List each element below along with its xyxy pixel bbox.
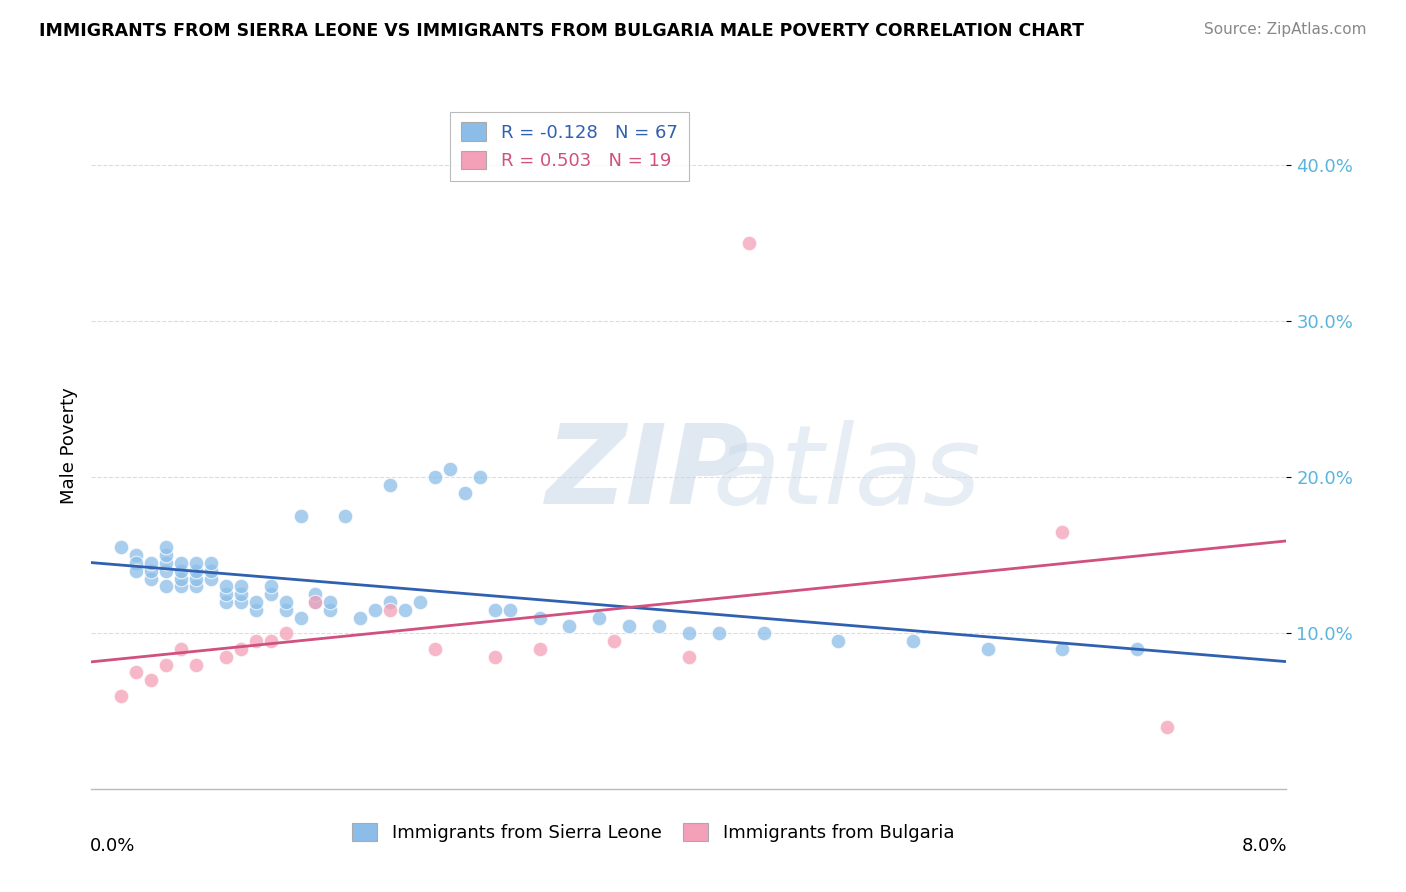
- Text: atlas: atlas: [713, 420, 981, 527]
- Point: [229, 580, 252, 594]
- Point: [155, 541, 177, 555]
- Point: [349, 610, 371, 624]
- Point: [498, 603, 520, 617]
- Text: 8.0%: 8.0%: [1241, 838, 1288, 855]
- Point: [245, 634, 267, 648]
- Point: [125, 548, 148, 563]
- Point: [200, 564, 222, 578]
- Point: [170, 642, 193, 657]
- Point: [827, 634, 849, 648]
- Point: [170, 580, 193, 594]
- Point: [976, 642, 998, 657]
- Point: [290, 509, 312, 524]
- Point: [707, 626, 730, 640]
- Y-axis label: Male Poverty: Male Poverty: [59, 388, 77, 504]
- Point: [184, 556, 207, 570]
- Point: [1126, 642, 1149, 657]
- Point: [394, 603, 416, 617]
- Point: [274, 626, 297, 640]
- Point: [274, 603, 297, 617]
- Point: [1156, 720, 1178, 734]
- Point: [155, 548, 177, 563]
- Legend: Immigrants from Sierra Leone, Immigrants from Bulgaria: Immigrants from Sierra Leone, Immigrants…: [344, 815, 962, 849]
- Point: [155, 556, 177, 570]
- Point: [245, 595, 267, 609]
- Point: [364, 603, 387, 617]
- Point: [170, 556, 193, 570]
- Point: [229, 587, 252, 601]
- Point: [603, 634, 626, 648]
- Point: [125, 564, 148, 578]
- Point: [304, 595, 326, 609]
- Text: Source: ZipAtlas.com: Source: ZipAtlas.com: [1204, 22, 1367, 37]
- Point: [155, 564, 177, 578]
- Point: [423, 470, 446, 484]
- Point: [110, 689, 132, 703]
- Point: [215, 595, 238, 609]
- Point: [901, 634, 924, 648]
- Point: [423, 642, 446, 657]
- Point: [439, 462, 461, 476]
- Point: [468, 470, 491, 484]
- Point: [141, 572, 162, 586]
- Point: [678, 626, 700, 640]
- Point: [752, 626, 775, 640]
- Point: [259, 587, 281, 601]
- Point: [229, 595, 252, 609]
- Point: [378, 478, 402, 492]
- Point: [184, 657, 207, 672]
- Point: [184, 580, 207, 594]
- Point: [229, 642, 252, 657]
- Point: [737, 236, 759, 251]
- Point: [125, 665, 148, 680]
- Point: [259, 580, 281, 594]
- Point: [484, 649, 506, 664]
- Point: [200, 556, 222, 570]
- Point: [170, 572, 193, 586]
- Point: [529, 642, 551, 657]
- Point: [141, 564, 162, 578]
- Point: [1052, 524, 1074, 539]
- Point: [215, 649, 238, 664]
- Point: [319, 595, 342, 609]
- Point: [200, 572, 222, 586]
- Point: [155, 580, 177, 594]
- Text: ZIP: ZIP: [546, 420, 749, 527]
- Point: [304, 587, 326, 601]
- Point: [184, 572, 207, 586]
- Point: [155, 657, 177, 672]
- Point: [141, 556, 162, 570]
- Point: [529, 610, 551, 624]
- Text: 0.0%: 0.0%: [90, 838, 135, 855]
- Point: [215, 587, 238, 601]
- Point: [454, 485, 477, 500]
- Point: [558, 618, 581, 632]
- Point: [588, 610, 610, 624]
- Point: [378, 603, 402, 617]
- Point: [484, 603, 506, 617]
- Point: [617, 618, 640, 632]
- Point: [141, 673, 162, 687]
- Point: [319, 603, 342, 617]
- Point: [184, 564, 207, 578]
- Point: [1052, 642, 1074, 657]
- Point: [245, 603, 267, 617]
- Point: [409, 595, 432, 609]
- Point: [378, 595, 402, 609]
- Point: [259, 634, 281, 648]
- Point: [290, 610, 312, 624]
- Point: [648, 618, 671, 632]
- Point: [335, 509, 357, 524]
- Point: [678, 649, 700, 664]
- Point: [274, 595, 297, 609]
- Text: IMMIGRANTS FROM SIERRA LEONE VS IMMIGRANTS FROM BULGARIA MALE POVERTY CORRELATIO: IMMIGRANTS FROM SIERRA LEONE VS IMMIGRAN…: [39, 22, 1084, 40]
- Point: [170, 564, 193, 578]
- Point: [304, 595, 326, 609]
- Point: [125, 556, 148, 570]
- Point: [215, 580, 238, 594]
- Point: [110, 541, 132, 555]
